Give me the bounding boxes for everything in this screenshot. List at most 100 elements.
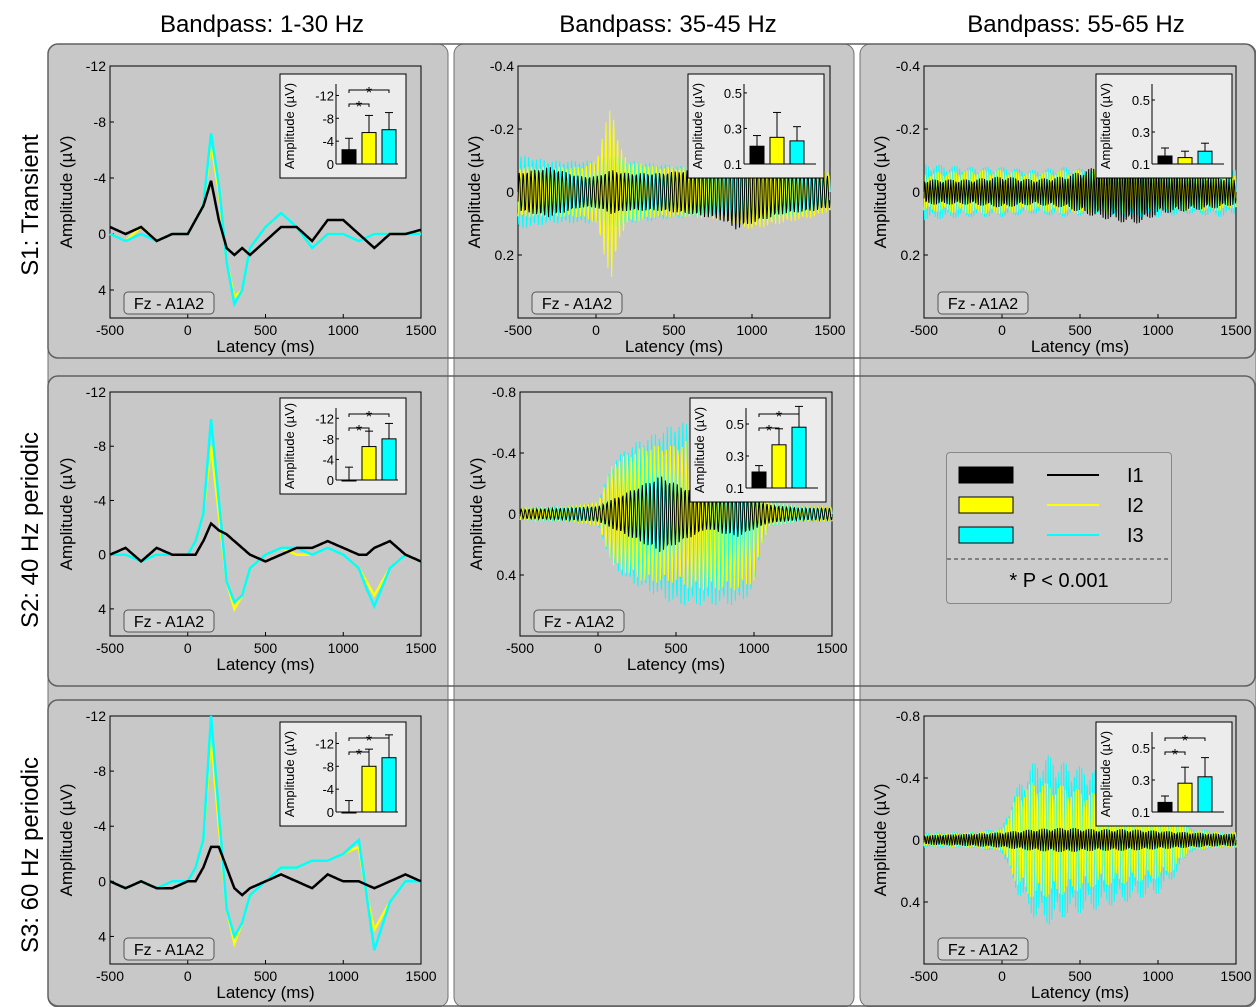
channel-label-box xyxy=(123,609,215,633)
y-tick-label: 0.2 xyxy=(901,247,921,263)
legend: I1 I2 I3 * P < 0.001 xyxy=(946,452,1172,604)
inset-y-tick-label: 0 xyxy=(327,157,334,172)
inset-y-axis-label: Amplitude (µV) xyxy=(690,83,705,169)
y-tick-label: -12 xyxy=(86,384,106,400)
x-tick-label: 500 xyxy=(664,640,688,656)
inset-bar-i3 xyxy=(381,757,397,813)
y-axis-label: Amplitude (µV) xyxy=(57,458,76,571)
chart-s1_1_30: -500 0 500 1000 1500 -12 -8 -4 0 4 Latency (ms) Amp… xyxy=(57,58,437,356)
channel-label: Fz - A1A2 xyxy=(948,942,1018,959)
y-tick-label: -0.8 xyxy=(492,384,516,400)
x-tick-label: 500 xyxy=(254,322,278,338)
significance-bracket xyxy=(758,427,780,431)
x-tick-label: 0 xyxy=(594,640,602,656)
significance-star: * xyxy=(776,409,782,426)
x-axis-label: Latency (ms) xyxy=(216,983,314,1002)
inset-y-tick-label: 0.5 xyxy=(724,86,742,101)
y-tick-label: -0.8 xyxy=(896,708,920,724)
inset-bar-i2 xyxy=(771,444,787,489)
inset-y-tick-label: 0.1 xyxy=(1132,805,1150,820)
channel-label-box xyxy=(531,291,623,315)
channel-label: Fz - A1A2 xyxy=(134,614,204,631)
channel-label: Fz - A1A2 xyxy=(134,942,204,959)
y-tick-label: 4 xyxy=(98,928,106,944)
x-tick-label: -500 xyxy=(96,322,124,338)
y-tick-label: -12 xyxy=(86,58,106,74)
column-title-2: Bandpass: 35-45 Hz xyxy=(559,11,776,38)
y-tick-label: 0.2 xyxy=(495,247,515,263)
y-tick-label: -4 xyxy=(94,170,107,186)
inset-y-axis-label: Amplitude (µV) xyxy=(282,731,297,817)
inset-y-tick-label: 0.3 xyxy=(726,449,744,464)
y-tick-label: -0.2 xyxy=(490,121,514,137)
x-tick-label: 1500 xyxy=(816,640,847,656)
series-line-i2 xyxy=(519,438,833,591)
significance-star: * xyxy=(1172,747,1178,764)
y-tick-label: -8 xyxy=(94,114,107,130)
significance-bracket xyxy=(1164,751,1186,755)
inset-y-tick-label: 0.3 xyxy=(724,121,742,136)
significance-bracket xyxy=(348,737,390,741)
y-tick-label: -0.2 xyxy=(896,121,920,137)
inset-bar-i3 xyxy=(1197,776,1213,813)
inset-y-tick-label: 0 xyxy=(327,473,334,488)
inset-y-tick-label: -12 xyxy=(315,736,334,751)
series-line-i1 xyxy=(109,180,422,257)
channel-label: Fz - A1A2 xyxy=(544,614,614,631)
inset-bar-i3 xyxy=(1197,150,1213,165)
series-line-i1 xyxy=(923,827,1237,853)
x-tick-label: 0 xyxy=(998,968,1006,984)
inset-y-tick-label: -4 xyxy=(322,782,334,797)
x-tick-label: 1000 xyxy=(736,322,767,338)
significance-star: * xyxy=(366,85,372,102)
row-frame-s3 xyxy=(47,699,1256,1007)
x-tick-label: 0 xyxy=(184,968,192,984)
y-tick-label: -4 xyxy=(94,492,107,508)
significance-star: * xyxy=(366,733,372,750)
legend-label-i3: I3 xyxy=(1127,525,1144,547)
y-tick-label: -8 xyxy=(94,438,107,454)
y-tick-label: 0 xyxy=(912,184,920,200)
series-line-i1 xyxy=(109,845,422,897)
significance-star: * xyxy=(356,99,362,116)
row-title-1: S1: Transient xyxy=(17,134,44,276)
chart-s3_1_30: -500 0 500 1000 1500 -12 -8 -4 0 4 Latency (ms) Amp… xyxy=(57,708,437,1002)
legend-label-i1: I1 xyxy=(1127,465,1144,487)
row-frame-s1 xyxy=(47,43,1256,359)
significance-bracket xyxy=(758,413,800,417)
x-axis-label: Latency (ms) xyxy=(625,337,723,356)
x-tick-label: -500 xyxy=(910,968,938,984)
x-tick-label: 1500 xyxy=(1220,322,1251,338)
channel-label-box xyxy=(533,609,625,633)
y-tick-label: -0.4 xyxy=(896,58,920,74)
x-tick-label: 500 xyxy=(1068,968,1092,984)
y-tick-label: -0.4 xyxy=(896,770,920,786)
x-tick-label: -500 xyxy=(504,322,532,338)
x-tick-label: -500 xyxy=(910,322,938,338)
inset-bar-i1 xyxy=(341,149,357,165)
x-tick-label: 1000 xyxy=(328,968,359,984)
channel-label: Fz - A1A2 xyxy=(542,296,612,313)
y-tick-label: 4 xyxy=(98,601,106,617)
significance-star: * xyxy=(766,423,772,440)
inset-y-axis-label: Amplitude (µV) xyxy=(692,407,707,493)
x-axis-label: Latency (ms) xyxy=(1031,983,1129,1002)
significance-bracket xyxy=(348,427,370,431)
significance-star: * xyxy=(356,747,362,764)
inset-bar-i1 xyxy=(749,145,765,165)
x-tick-label: 1500 xyxy=(405,968,436,984)
legend-label-i2: I2 xyxy=(1127,495,1144,517)
y-tick-label: 0 xyxy=(98,547,106,563)
y-tick-label: -0.4 xyxy=(492,445,516,461)
channel-label: Fz - A1A2 xyxy=(948,296,1018,313)
x-tick-label: 0 xyxy=(184,322,192,338)
x-tick-label: -500 xyxy=(96,640,124,656)
chart-s1_35_45: -500 0 500 1000 1500 -0.4 -0.2 0 0.2 Latency (ms)… xyxy=(465,58,846,356)
x-tick-label: 500 xyxy=(254,968,278,984)
channel-label-box xyxy=(937,937,1029,961)
x-axis-label: Latency (ms) xyxy=(216,337,314,356)
series-line-i1 xyxy=(519,476,833,552)
inset-y-axis-label: Amplitude (µV) xyxy=(282,403,297,489)
significance-bracket xyxy=(348,89,390,93)
inset-y-tick-label: -8 xyxy=(322,111,334,126)
